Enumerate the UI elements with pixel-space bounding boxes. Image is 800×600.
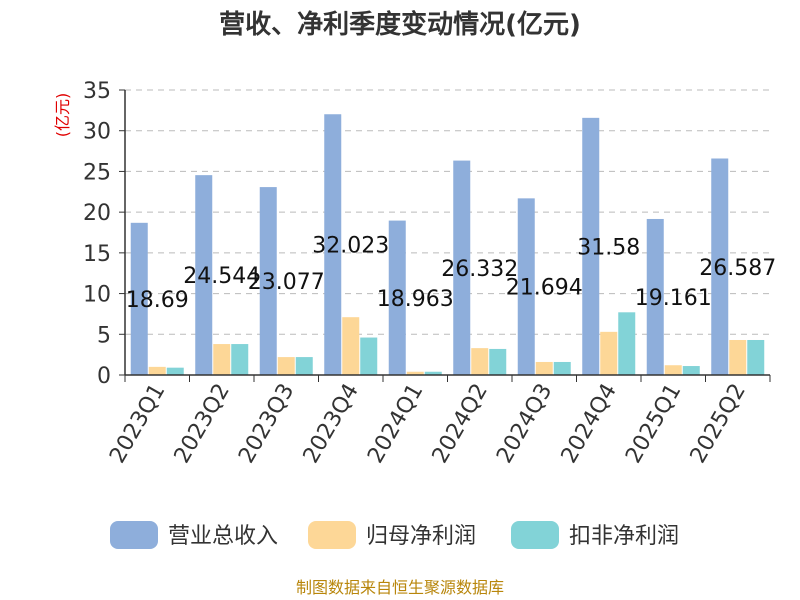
- x-axis-ticks: 2023Q1 2023Q2 2023Q3 2023Q4 2024Q1 2024Q2 2024…: [105, 375, 771, 468]
- x-tick-label: 2023Q3: [234, 380, 299, 468]
- bar-3-2024Q4: [618, 312, 636, 375]
- legend-swatch: [308, 521, 356, 549]
- y-tick-label: 25: [83, 160, 111, 185]
- data-label: 26.332: [441, 257, 518, 282]
- y-tick-label: 15: [83, 242, 111, 267]
- bar-3-2025Q1: [682, 366, 700, 375]
- bar-3-2024Q1: [424, 371, 442, 375]
- bar-2-2025Q1: [664, 365, 682, 375]
- bar-2-2024Q1: [406, 371, 424, 375]
- bar-1-2023Q3: [259, 187, 277, 375]
- bar-3-2023Q3: [295, 357, 313, 375]
- y-tick-label: 10: [83, 283, 111, 308]
- bar-2-2024Q3: [535, 361, 553, 375]
- y-tick-label: 30: [83, 120, 111, 145]
- data-label: 21.694: [506, 276, 583, 301]
- data-label: 26.587: [699, 256, 776, 281]
- data-label: 18.69: [126, 288, 189, 313]
- y-axis-unit: (亿元): [53, 93, 72, 138]
- legend-label: 营业总收入: [168, 524, 278, 549]
- bar-1-2025Q2: [711, 158, 729, 375]
- bar-1-2025Q1: [646, 218, 664, 375]
- legend: 营业总收入 归母净利润 扣非净利润: [110, 521, 679, 549]
- x-tick-label: 2025Q1: [621, 380, 686, 468]
- data-label: 31.58: [577, 235, 640, 260]
- bar-3-2023Q4: [360, 337, 378, 375]
- bar-3-2024Q3: [553, 361, 571, 375]
- legend-swatch: [511, 521, 559, 549]
- data-label: 32.023: [312, 234, 389, 259]
- bar-2-2023Q1: [148, 366, 166, 375]
- data-label: 18.963: [377, 287, 454, 312]
- axes: [124, 90, 770, 376]
- y-tick-label: 5: [97, 323, 111, 348]
- bar-1-2024Q2: [453, 160, 471, 375]
- bar-1-2024Q1: [388, 220, 406, 375]
- bar-2-2024Q2: [471, 348, 489, 375]
- data-label: 24.544: [183, 264, 260, 289]
- y-tick-label: 0: [97, 364, 111, 389]
- bar-2-2025Q2: [729, 339, 747, 375]
- data-label: 23.077: [248, 270, 325, 295]
- bar-1-2023Q4: [324, 114, 342, 376]
- x-tick-label: 2023Q2: [170, 380, 235, 468]
- gridlines: [125, 89, 770, 335]
- x-tick-label: 2024Q2: [428, 380, 493, 468]
- bar-1-2023Q1: [130, 222, 148, 375]
- bar-1-2023Q2: [195, 175, 213, 375]
- bar-1-2024Q3: [517, 198, 535, 375]
- bar-2-2024Q4: [600, 331, 618, 375]
- x-tick-label: 2024Q3: [492, 380, 557, 468]
- legend-label: 扣非净利润: [569, 524, 679, 549]
- chart-title: 营收、净利季度变动情况(亿元): [219, 9, 581, 40]
- source-note: 制图数据来自恒生聚源数据库: [296, 578, 504, 597]
- y-tick-label: 35: [83, 79, 111, 104]
- y-axis-ticks: 0 5 10 15 20 25 30 35: [83, 79, 125, 389]
- bar-1-2024Q4: [582, 117, 600, 375]
- bar-3-2025Q2: [747, 339, 765, 375]
- bar-3-2024Q2: [489, 348, 507, 375]
- bar-2-2023Q2: [213, 344, 231, 375]
- x-tick-label: 2024Q4: [557, 380, 622, 468]
- legend-swatch: [110, 521, 158, 549]
- y-tick-label: 20: [83, 201, 111, 226]
- x-tick-label: 2023Q1: [105, 380, 170, 468]
- bars: [130, 114, 765, 376]
- bar-3-2023Q1: [166, 367, 184, 375]
- x-tick-label: 2025Q2: [686, 380, 751, 468]
- bar-2-2023Q3: [277, 357, 295, 375]
- legend-label: 归母净利润: [366, 524, 476, 549]
- x-tick-label: 2023Q4: [299, 380, 364, 468]
- bar-2-2023Q4: [342, 317, 360, 375]
- data-label: 19.161: [635, 286, 712, 311]
- x-tick-label: 2024Q1: [363, 380, 428, 468]
- bar-3-2023Q2: [231, 344, 249, 375]
